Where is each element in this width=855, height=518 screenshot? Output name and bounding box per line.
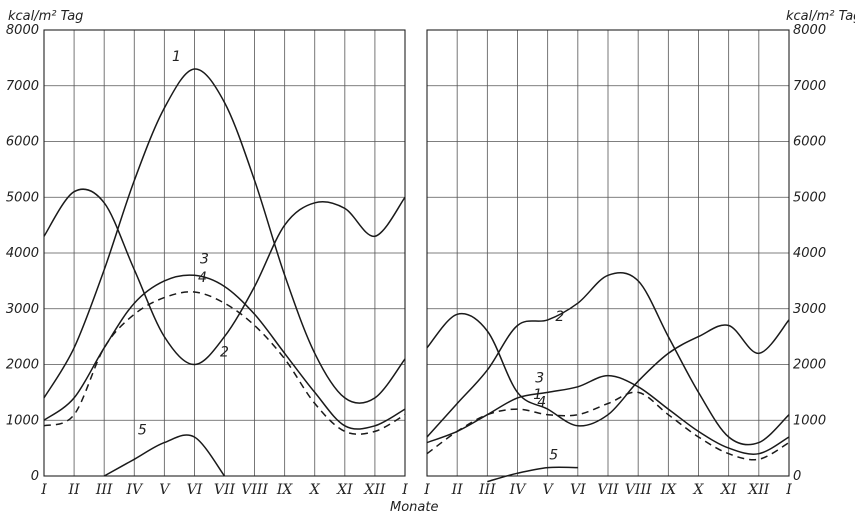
curve-4 (426, 391, 790, 461)
x-tick-label: I (785, 482, 792, 498)
y-tick-label: 4000 (6, 246, 39, 261)
curve-number-label: 5 (138, 423, 147, 439)
curve-number-label: 4 (198, 270, 207, 286)
x-tick-label: IX (660, 482, 678, 498)
y-tick-label: 3000 (793, 302, 826, 317)
curve-number-label: 5 (549, 448, 558, 464)
curve-3 (43, 274, 406, 430)
y-tick-label: 6000 (6, 135, 39, 150)
x-tick-label: V (159, 482, 171, 498)
x-tick-label: III (478, 482, 496, 498)
left-y-unit-label: kcal/m² Tag (8, 9, 83, 24)
x-tick-label: VII (214, 482, 236, 498)
curve-2 (43, 188, 406, 366)
right-x-tick-labels: I II III IV V VI VII VIII IX X XI XII I (423, 482, 792, 498)
curve-2 (426, 272, 790, 446)
x-tick-label: XII (747, 482, 769, 498)
y-tick-label: 8000 (6, 23, 39, 38)
curve-number-label: 4 (537, 395, 546, 411)
y-tick-label: 2000 (6, 358, 39, 373)
y-tick-label: 8000 (793, 23, 826, 38)
x-tick-label: II (451, 482, 464, 498)
x-tick-label: X (693, 482, 705, 498)
x-tick-label: IV (125, 482, 144, 498)
x-tick-label: III (95, 482, 113, 498)
x-tick-label: VI (187, 482, 203, 498)
y-tick-label: 5000 (6, 190, 39, 205)
x-tick-label: XI (720, 482, 737, 498)
y-tick-label: 1000 (6, 413, 39, 428)
left-x-tick-labels: I II III IV V VI VII VIII IX X XI XII I (40, 482, 408, 498)
x-tick-label: V (543, 482, 555, 498)
x-tick-label: XII (363, 482, 385, 498)
right-chart-panel: kcal/m² Tag 0 1000 2000 3000 4000 5000 6000 700… (423, 9, 855, 498)
x-tick-label: I (401, 482, 408, 498)
right-y-unit-label: kcal/m² Tag (786, 9, 855, 24)
y-tick-label: 0 (793, 469, 801, 484)
curve-number-label: 1 (533, 387, 542, 403)
curve-5 (487, 466, 578, 483)
x-tick-label: X (309, 482, 321, 498)
y-tick-label: 7000 (6, 79, 39, 94)
right-curves: 1 2 3 4 5 (426, 272, 790, 483)
x-tick-label: IX (276, 482, 294, 498)
y-tick-label: 3000 (6, 302, 39, 317)
curve-1 (426, 312, 790, 427)
y-tick-label: 6000 (793, 135, 826, 150)
y-tick-label: 5000 (793, 190, 826, 205)
y-tick-label: 0 (31, 469, 39, 484)
curve-number-label: 3 (200, 251, 209, 267)
left-curves: 1 2 3 4 5 (43, 49, 406, 477)
curve-number-label: 2 (220, 345, 229, 361)
curve-5 (103, 434, 226, 477)
right-y-tick-labels: 0 1000 2000 3000 4000 5000 6000 7000 8000 (793, 23, 826, 484)
x-tick-label: VIII (625, 482, 652, 498)
x-tick-label: I (40, 482, 47, 498)
x-tick-label: I (423, 482, 430, 498)
x-tick-label: VI (570, 482, 586, 498)
x-tick-label: IV (509, 482, 528, 498)
curve-number-label: 2 (555, 309, 564, 325)
x-tick-label: VII (597, 482, 619, 498)
y-tick-label: 7000 (793, 79, 826, 94)
y-tick-label: 1000 (793, 413, 826, 428)
left-chart-panel: kcal/m² Tag 0 1000 2000 3000 4000 5000 6000 700… (6, 9, 408, 498)
left-gridlines (44, 30, 405, 476)
curve-number-label: 1 (172, 49, 181, 65)
curve-1 (43, 68, 406, 404)
y-tick-label: 2000 (793, 358, 826, 373)
y-tick-label: 4000 (793, 246, 826, 261)
right-plot-frame (426, 29, 790, 477)
curve-number-label: 3 (535, 370, 544, 386)
right-gridlines (427, 30, 789, 476)
x-tick-label: XI (336, 482, 353, 498)
x-axis-label: Monate (390, 500, 438, 515)
x-tick-label: VIII (241, 482, 268, 498)
left-y-tick-labels: 0 1000 2000 3000 4000 5000 6000 7000 8000 (6, 23, 39, 484)
x-tick-label: II (68, 482, 81, 498)
